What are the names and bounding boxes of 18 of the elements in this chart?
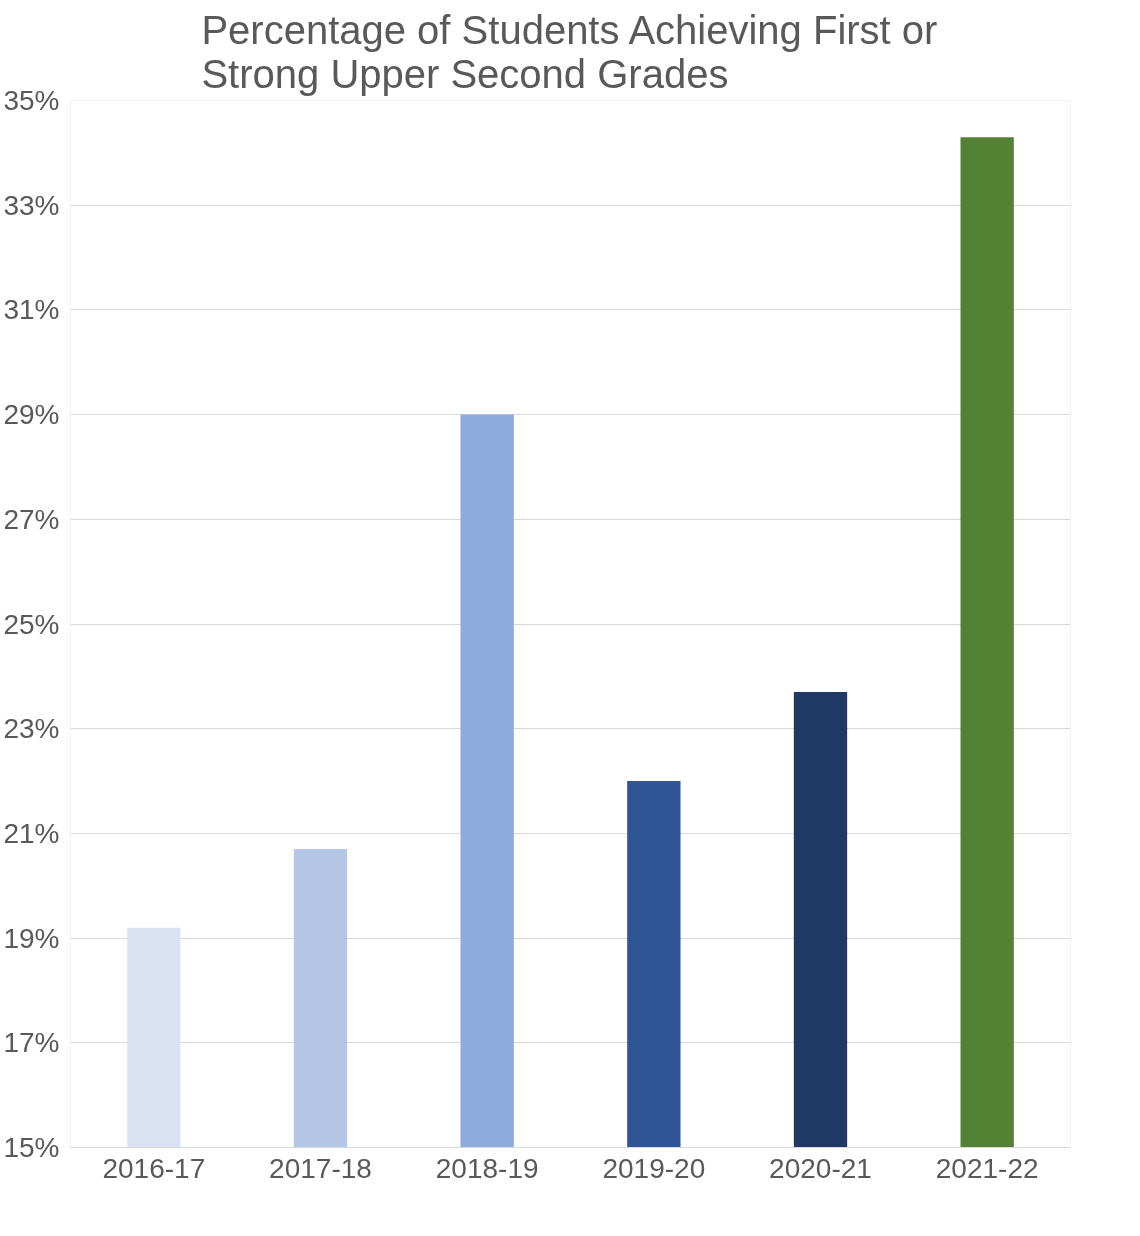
x-tick-label: 2020-21 [769,1152,872,1184]
y-tick-label: 29% [3,399,60,431]
y-tick-label: 15% [3,1132,60,1163]
chart-title: Percentage of Students Achieving First or Strong Upper Second Grades [201,7,938,96]
y-tick-label: 23% [3,713,60,745]
y-tick-label: 35% [3,85,60,116]
x-tick-label: 2021-22 [935,1152,1039,1184]
x-tick-label: 2018-19 [435,1152,539,1184]
y-tick-label: 27% [3,503,60,535]
y-tick-label: 17% [3,1027,60,1059]
y-tick-label: 19% [3,922,60,954]
x-tick-label: 2017-18 [269,1152,372,1184]
y-tick-label: 31% [3,294,60,326]
y-tick-label: 25% [3,608,60,640]
y-tick-label: 33% [3,189,60,221]
x-tick-label: 2016-17 [102,1152,206,1184]
x-tick-label: 2019-20 [602,1152,706,1184]
y-tick-label: 21% [3,817,60,849]
